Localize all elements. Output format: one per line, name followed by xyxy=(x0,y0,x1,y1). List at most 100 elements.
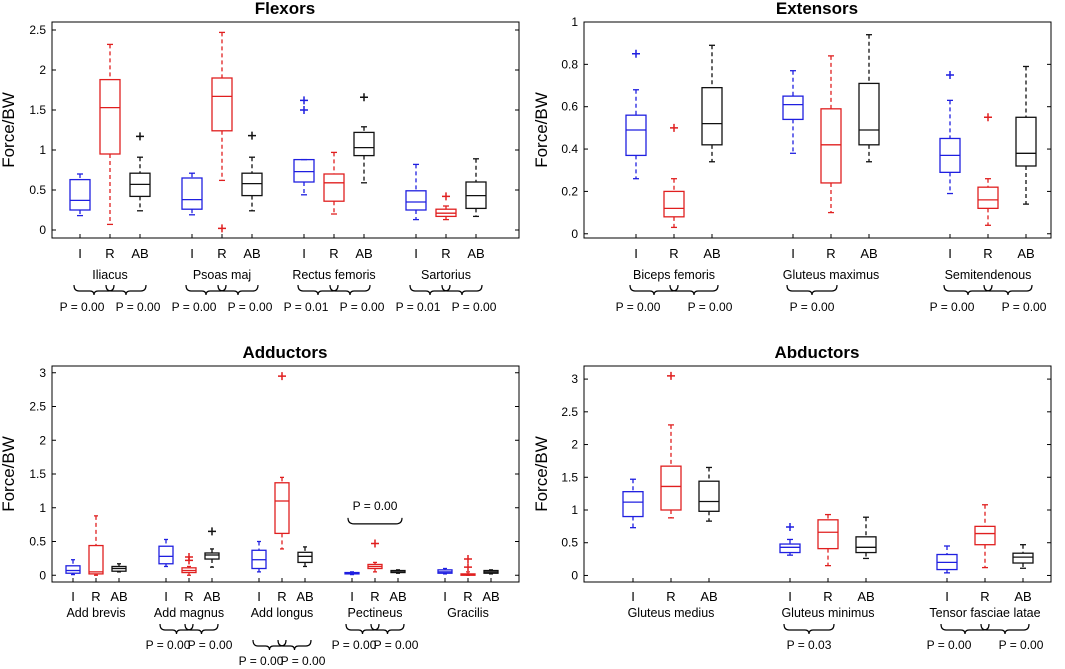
y-tick-label: 1 xyxy=(39,143,46,157)
p-value-label: P = 0.01 xyxy=(284,300,329,314)
y-tick-label: 1 xyxy=(571,15,578,29)
box-r xyxy=(974,525,996,546)
category-label: I xyxy=(71,589,75,604)
p-value-label: P = 0.00 xyxy=(616,300,661,314)
category-label: R xyxy=(105,246,114,261)
muscle-name: Psoas maj xyxy=(193,268,251,282)
panel-abductors: Abductors Force/BW 0 0.5 1 1.5 2 2.5 3 I R AB Gluteu… xyxy=(532,343,1052,652)
p-value-label: P = 0.00 xyxy=(790,300,835,314)
group-add-longus: I R AB Add longus xyxy=(251,372,314,620)
outlier-marker xyxy=(248,131,256,140)
category-label: AB xyxy=(1017,246,1034,261)
muscle-name: Gracilis xyxy=(447,606,489,620)
box-r xyxy=(977,186,999,210)
panel-adductors: Adductors Force/BW 0 0.5 1 1.5 2 2.5 3 I R AB Add br… xyxy=(0,343,520,668)
p-value-label: P = 0.00 xyxy=(332,638,377,652)
group-psoas-maj: I R AB Psoas maj xyxy=(181,31,263,282)
p-value-annotation: P = 0.00P = 0.00 xyxy=(146,623,233,652)
category-label: I xyxy=(443,589,447,604)
panel-extensors: Extensors Force/BW 0 0.2 0.4 0.6 0.8 1 I R AB Bicep… xyxy=(532,0,1052,314)
p-value-label: P = 0.00 xyxy=(1002,300,1047,314)
y-tick-label: 0.6 xyxy=(561,100,578,114)
category-label: R xyxy=(826,246,835,261)
category-label: AB xyxy=(131,246,148,261)
y-tick-label: 0 xyxy=(39,223,46,237)
p-value-label: P = 0.00 xyxy=(353,499,398,513)
muscle-name: Gluteus medius xyxy=(628,606,715,620)
axes-frame xyxy=(583,21,1052,239)
category-label: AB xyxy=(857,589,874,604)
y-tick-label: 2.5 xyxy=(29,400,46,414)
box-r xyxy=(820,108,842,184)
category-label: R xyxy=(91,589,100,604)
box-r xyxy=(817,519,839,550)
muscle-name: Rectus femoris xyxy=(292,268,375,282)
p-value-label: P = 0.00 xyxy=(452,300,497,314)
category-label: AB xyxy=(703,246,720,261)
box-i xyxy=(405,190,427,211)
group-add-brevis: I R AB Add brevis xyxy=(65,515,128,620)
muscle-name: Biceps femoris xyxy=(633,268,715,282)
outlier-marker xyxy=(136,132,144,141)
box-ab xyxy=(701,86,723,146)
group-biceps-femoris: I R AB Biceps femoris xyxy=(625,44,723,282)
muscle-name: Tensor fasciae latae xyxy=(929,606,1040,620)
outlier-marker xyxy=(786,523,794,532)
box-i xyxy=(181,177,203,210)
category-label: AB xyxy=(355,246,372,261)
category-label: I xyxy=(945,589,949,604)
group-gluteus-medius: I R AB Gluteus medius xyxy=(622,371,720,620)
category-label: R xyxy=(666,589,675,604)
outlier-marker xyxy=(185,553,193,562)
group-semitendenous: I R AB Semitendenous xyxy=(939,65,1037,282)
box-ab xyxy=(698,480,720,512)
p-value-label: P = 0.00 xyxy=(927,638,972,652)
chart-title: Extensors xyxy=(776,0,858,18)
outlier-marker xyxy=(946,70,954,79)
box-i xyxy=(293,158,315,183)
brace-r-ab xyxy=(983,284,1033,296)
box-ab xyxy=(858,82,880,146)
p-value-label: P = 0.00 xyxy=(281,654,326,668)
brace-i-r xyxy=(252,639,287,651)
box-i xyxy=(622,491,644,518)
category-label: R xyxy=(980,589,989,604)
p-value-label: P = 0.00 xyxy=(146,638,191,652)
category-label: I xyxy=(788,589,792,604)
group-sartorius: I R AB Sartorius xyxy=(405,158,487,282)
outlier-marker xyxy=(300,106,308,114)
box-i xyxy=(158,545,174,565)
brace-i-r xyxy=(783,623,835,635)
brace-r-ab xyxy=(105,284,147,296)
axes-frame xyxy=(583,365,1052,583)
outlier-marker xyxy=(667,371,675,380)
muscle-name: Gluteus minimus xyxy=(781,606,874,620)
category-label: AB xyxy=(860,246,877,261)
category-label: AB xyxy=(296,589,313,604)
category-label: AB xyxy=(482,589,499,604)
box-r xyxy=(88,544,104,575)
p-value-annotation: P = 0.00P = 0.00 xyxy=(332,623,419,652)
y-tick-label: 2 xyxy=(571,438,578,452)
chart-title: Adductors xyxy=(243,343,328,362)
group-iliacus: I R AB Iliacus xyxy=(69,43,151,282)
p-value-label: P = 0.00 xyxy=(60,300,105,314)
y-tick-label: 0.2 xyxy=(561,184,578,198)
brace-i-r xyxy=(786,284,838,296)
y-tick-label: 0.8 xyxy=(561,57,578,71)
brace-i-r xyxy=(943,284,993,296)
y-axis-label: Force/BW xyxy=(0,92,18,168)
box-ab xyxy=(353,131,375,157)
p-value-annotation: P = 0.00P = 0.00 xyxy=(239,639,326,668)
category-label: AB xyxy=(110,589,127,604)
brace-r-ab xyxy=(217,284,259,296)
y-tick-label: 0 xyxy=(571,568,578,582)
brace-r-ab xyxy=(184,623,219,635)
category-label: I xyxy=(257,589,261,604)
box-r xyxy=(323,173,345,202)
p-value-label: P = 0.00 xyxy=(930,300,975,314)
outlier-marker xyxy=(300,96,308,105)
